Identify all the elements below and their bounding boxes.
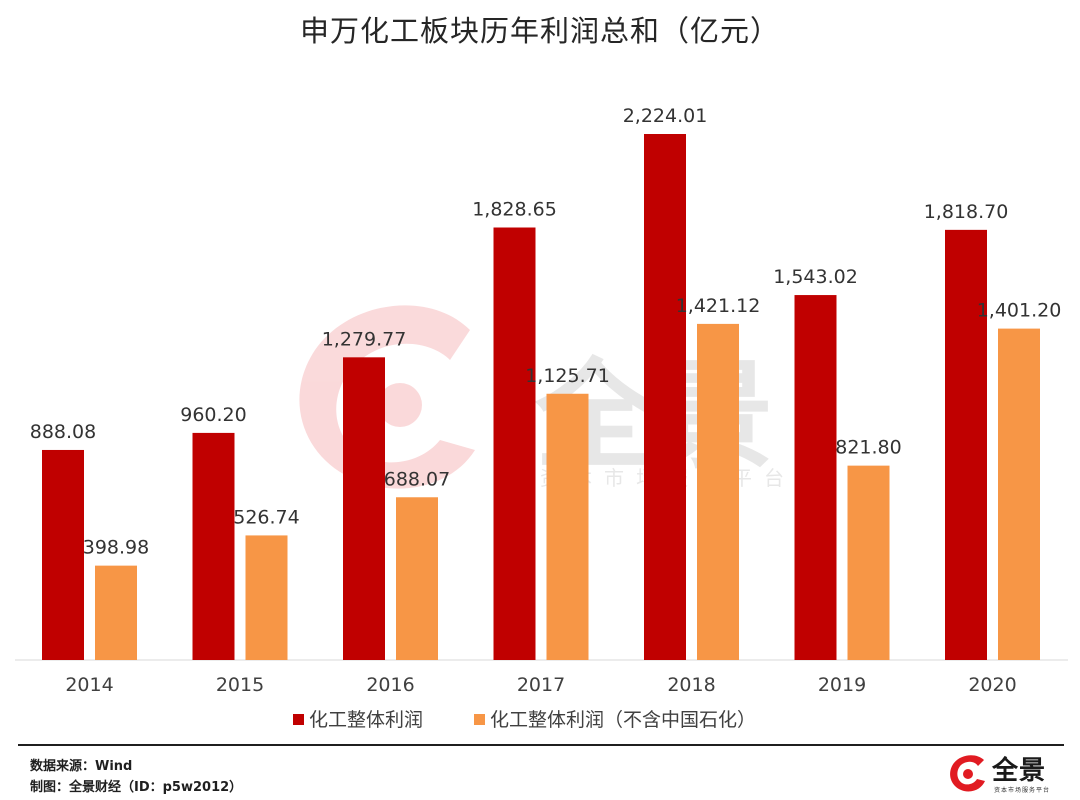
source-note: 数据来源：Wind [30, 759, 133, 774]
bar-total-2017 [493, 227, 536, 661]
bar-total-2019 [794, 295, 837, 660]
data-label: 398.98 [83, 537, 149, 559]
data-label: 960.20 [180, 404, 246, 426]
data-label: 1,818.70 [924, 201, 1009, 223]
footer-divider [18, 744, 1064, 746]
data-label: 1,828.65 [472, 199, 557, 221]
bar-total-2015 [192, 432, 235, 660]
legend-swatch [293, 714, 304, 725]
logo-subtext: 资本市场服务平台 [994, 787, 1051, 794]
data-label: 1,543.02 [773, 266, 858, 288]
bar-ex-sinopec-2015 [245, 535, 288, 660]
x-tick-label: 2015 [216, 674, 264, 696]
bar-total-2016 [343, 357, 385, 660]
data-label: 526.74 [233, 506, 299, 528]
chart-title: 申万化工板块历年利润总和（亿元） [299, 14, 780, 48]
legend-swatch [474, 714, 485, 725]
x-tick-label: 2020 [968, 674, 1016, 696]
bar-total-2014 [42, 449, 84, 660]
legend-label: 化工整体利润（不含中国石化） [490, 709, 756, 731]
x-tick-label: 2018 [667, 674, 715, 696]
legend-label: 化工整体利润 [309, 709, 423, 731]
data-label: 821.80 [835, 437, 901, 459]
bar-ex-sinopec-2018 [697, 323, 739, 660]
bar-ex-sinopec-2020 [998, 328, 1040, 660]
quanjing-logo-icon [950, 755, 985, 792]
data-label: 888.08 [30, 421, 96, 443]
bar-total-2018 [644, 134, 686, 660]
data-label: 1,125.71 [525, 365, 610, 387]
credit-note: 制图：全景财经（ID：p5w2012） [30, 780, 243, 795]
data-label: 688.07 [384, 468, 450, 490]
logo-text: 全景 [992, 756, 1047, 786]
bar-chart: 888.08 398.98 2014 960.20 526.74 2015 1,279.77… [15, 105, 1068, 731]
x-tick-label: 2017 [517, 674, 565, 696]
bar-ex-sinopec-2014 [95, 565, 137, 660]
bar-total-2020 [945, 229, 987, 661]
x-tick-label: 2014 [65, 674, 113, 696]
data-label: 1,421.12 [676, 295, 761, 317]
bar-ex-sinopec-2019 [847, 465, 890, 660]
data-label: 1,279.77 [322, 328, 407, 350]
bar-ex-sinopec-2017 [546, 393, 589, 660]
data-label: 2,224.01 [623, 105, 708, 127]
x-tick-label: 2016 [366, 674, 414, 696]
data-label: 1,401.20 [977, 300, 1062, 322]
x-tick-label: 2019 [818, 674, 866, 696]
bar-ex-sinopec-2016 [396, 497, 438, 660]
